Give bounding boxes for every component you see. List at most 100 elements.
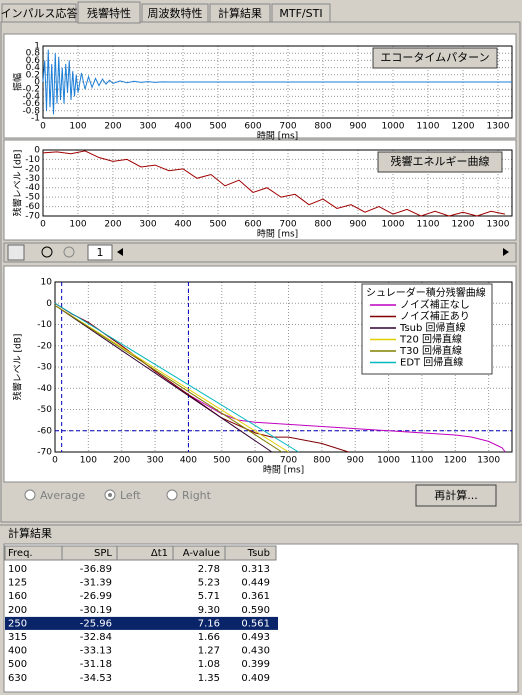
- y-tick-label: -20: [25, 164, 40, 174]
- chart-title: 残響エネルギー曲線: [391, 154, 490, 168]
- x-tick-label: 1100: [417, 220, 440, 230]
- section-title: 計算結果: [8, 526, 52, 540]
- cell: 0.313: [241, 564, 270, 575]
- cell: -31.39: [80, 578, 112, 589]
- x-tick-label: 600: [244, 220, 261, 230]
- y-tick-label: -40: [37, 384, 52, 394]
- x-tick-label: 1300: [487, 220, 510, 230]
- y-tick-label: -60: [25, 202, 40, 212]
- legend-label: Tsub 回帰直線: [399, 321, 466, 334]
- x-tick-label: 900: [349, 220, 366, 230]
- x-tick-label: 200: [104, 122, 121, 132]
- y-tick-label: 0.6: [26, 56, 41, 66]
- y-tick-label: -10: [25, 155, 40, 165]
- cell: 0.561: [241, 618, 270, 629]
- y-tick-label: -0.8: [22, 106, 40, 116]
- selected-row[interactable]: [5, 616, 278, 630]
- legend-label: T30 回帰直線: [399, 344, 462, 357]
- cell: 2.78: [198, 564, 220, 575]
- scroll-left[interactable]: [117, 248, 123, 256]
- cell: -25.96: [80, 618, 112, 629]
- cell: 400: [8, 646, 27, 657]
- scroll-right[interactable]: [503, 248, 509, 256]
- tab-label: 残響特性: [87, 6, 131, 20]
- x-axis-label: 時間 [ms]: [263, 465, 304, 476]
- button-label: 再計算...: [434, 488, 478, 502]
- tab[interactable]: [77, 1, 141, 24]
- y-tick-label: -70: [25, 212, 40, 222]
- cell: 9.30: [198, 605, 220, 616]
- x-axis-label: 時間 [ms]: [257, 131, 298, 142]
- zoom-out[interactable]: [63, 246, 75, 258]
- x-tick-label: 500: [209, 220, 226, 230]
- x-tick-label: 300: [139, 122, 156, 132]
- tab-label: MTF/STI: [279, 7, 322, 20]
- x-tick-label: 1200: [444, 456, 467, 466]
- column-header[interactable]: [224, 545, 277, 561]
- y-tick-label: 1: [34, 42, 40, 52]
- y-tick-label: -0.4: [22, 92, 40, 102]
- y-tick-label: -1: [31, 114, 40, 124]
- column-header-label: A-value: [183, 548, 220, 559]
- legend-label: T20 回帰直線: [399, 333, 462, 346]
- cell: 1.08: [198, 659, 220, 670]
- tab[interactable]: [271, 3, 331, 23]
- x-tick-label: 1100: [417, 122, 440, 132]
- y-tick-label: -20: [37, 341, 52, 351]
- radio-label: Right: [182, 489, 212, 502]
- column-header-label: Freq.: [8, 548, 33, 559]
- radio[interactable]: [166, 489, 178, 501]
- cell: 7.16: [198, 618, 220, 629]
- y-tick-label: -0.6: [22, 99, 40, 109]
- plot-area: [42, 149, 513, 217]
- cell: -32.84: [80, 632, 112, 643]
- cell: 315: [8, 632, 27, 643]
- cell: -26.99: [80, 591, 112, 602]
- tab[interactable]: [209, 3, 271, 23]
- icon-button[interactable]: [7, 244, 25, 261]
- x-tick-label: 900: [347, 456, 364, 466]
- page-field[interactable]: [87, 244, 113, 261]
- cell: -36.89: [80, 564, 112, 575]
- data-line: [54, 302, 299, 453]
- recalc-button[interactable]: [415, 484, 497, 507]
- cell: 0.449: [241, 578, 270, 589]
- x-tick-label: 0: [40, 220, 46, 230]
- cell: 0.409: [241, 673, 270, 684]
- tab-label: 計算結果: [218, 6, 262, 20]
- x-tick-label: 400: [174, 122, 191, 132]
- x-tick-label: 500: [209, 122, 226, 132]
- cell: -34.53: [80, 673, 112, 684]
- cell: 250: [8, 618, 27, 629]
- y-tick-label: 0.2: [26, 70, 40, 80]
- x-tick-label: 1100: [410, 456, 433, 466]
- x-tick-label: 800: [313, 456, 330, 466]
- legend: [361, 283, 493, 375]
- tab[interactable]: [141, 3, 209, 23]
- x-tick-label: 0: [52, 456, 58, 466]
- plot-area: [54, 281, 513, 453]
- x-tick-label: 100: [69, 122, 86, 132]
- y-tick-label: -10: [37, 320, 52, 330]
- tab[interactable]: [1, 3, 77, 23]
- x-tick-label: 600: [247, 456, 264, 466]
- y-tick-label: -0.2: [22, 85, 40, 95]
- x-tick-label: 400: [174, 220, 191, 230]
- y-tick-label: 10: [41, 278, 53, 288]
- y-tick-label: -40: [25, 183, 40, 193]
- cell: -33.13: [80, 646, 112, 657]
- data-line: [42, 49, 512, 115]
- cell: 1.66: [198, 632, 220, 643]
- radio[interactable]: [24, 489, 36, 501]
- y-tick-label: -50: [25, 193, 40, 203]
- x-tick-label: 0: [40, 122, 46, 132]
- x-tick-label: 1200: [452, 122, 475, 132]
- radio-label: Left: [120, 489, 141, 502]
- y-tick-label: 0: [34, 146, 40, 156]
- y-tick-label: -30: [37, 363, 52, 373]
- zoom-in[interactable]: [41, 246, 53, 258]
- y-axis-label: 残響レベル [dB]: [12, 150, 24, 217]
- x-tick-label: 600: [244, 122, 261, 132]
- cell: 1.27: [198, 646, 220, 657]
